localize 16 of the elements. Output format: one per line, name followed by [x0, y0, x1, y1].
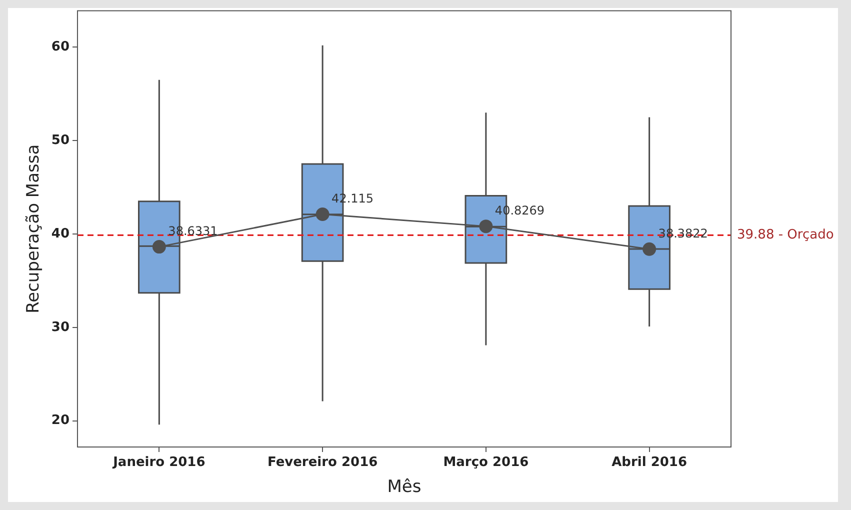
- point: [152, 240, 166, 254]
- y-tick-label: 30: [51, 320, 70, 335]
- y-axis-title: Recuperação Massa: [24, 144, 44, 314]
- y-tick-label: 20: [51, 413, 70, 428]
- x-tick-label: Janeiro 2016: [112, 455, 206, 470]
- y-tick-label: 50: [51, 133, 70, 148]
- y-tick-label: 40: [51, 226, 70, 242]
- point: [316, 208, 330, 222]
- ref-line-label: 39.88 - Orçado: [737, 228, 834, 243]
- x-tick-label: Abril 2016: [612, 455, 688, 470]
- point: [642, 242, 656, 256]
- y-tick-label: 60: [51, 40, 70, 55]
- x-tick-label: Março 2016: [443, 455, 529, 470]
- point: [479, 220, 493, 234]
- x-axis-title: Mês: [387, 477, 422, 498]
- x-tick-label: Fevereiro 2016: [267, 455, 378, 470]
